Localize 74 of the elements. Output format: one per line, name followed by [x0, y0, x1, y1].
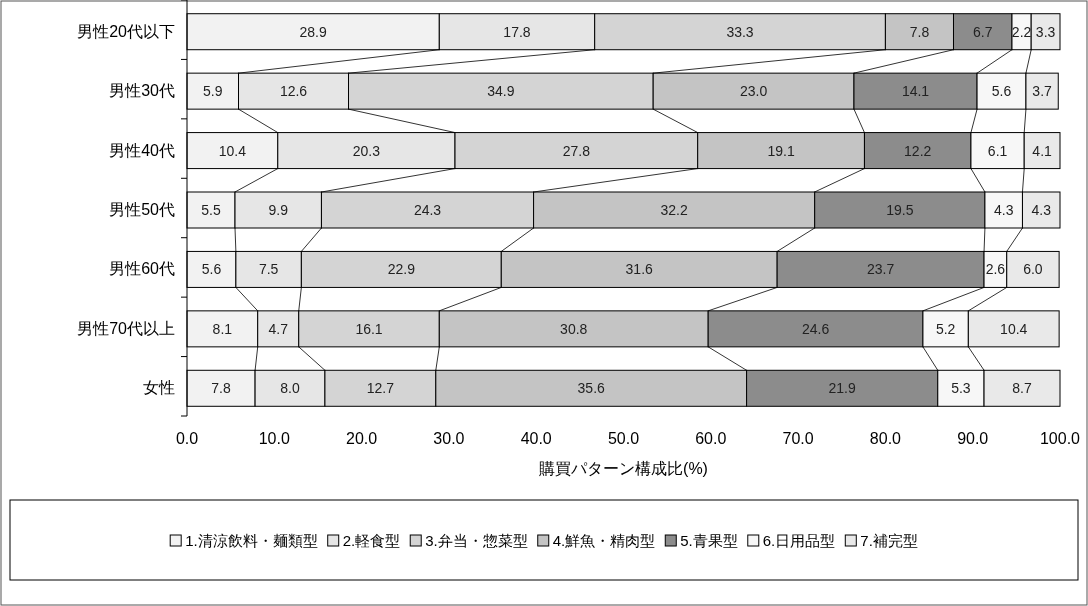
data-label: 6.7 [973, 23, 993, 40]
data-label: 33.3 [726, 23, 754, 40]
data-label: 22.9 [387, 261, 416, 278]
data-label: 4.1 [1032, 142, 1053, 159]
data-label: 7.8 [211, 380, 231, 397]
data-label: 8.0 [280, 380, 300, 397]
data-label: 32.2 [660, 202, 688, 218]
x-tick-label: 90.0 [957, 430, 989, 447]
data-label: 7.5 [258, 261, 279, 278]
legend-label: 5.青果型 [680, 532, 738, 549]
x-tick-label: 10.0 [258, 430, 290, 447]
data-label: 12.7 [366, 380, 395, 397]
data-label: 2.6 [985, 261, 1006, 278]
data-label: 5.6 [201, 261, 222, 278]
x-tick-label: 50.0 [607, 430, 640, 447]
y-tick-label: 女性 [143, 379, 175, 397]
data-label: 5.6 [991, 83, 1012, 100]
data-label: 14.1 [901, 83, 930, 100]
data-label: 5.9 [203, 83, 223, 100]
x-tick-label: 40.0 [520, 430, 552, 447]
legend-label: 2.軽食型 [342, 532, 401, 549]
x-tick-label: 0.0 [175, 430, 199, 447]
data-label: 31.6 [625, 261, 654, 278]
data-label: 24.6 [801, 320, 830, 337]
data-label: 3.7 [1032, 83, 1053, 100]
data-label: 19.5 [886, 202, 914, 218]
data-label: 12.6 [279, 83, 308, 100]
data-label: 23.7 [866, 261, 895, 278]
data-label: 9.9 [268, 202, 289, 218]
y-tick-label: 男性30代 [109, 82, 175, 100]
data-label: 4.7 [268, 320, 289, 337]
data-label: 5.5 [201, 202, 221, 218]
data-label: 3.3 [1035, 23, 1056, 40]
data-label: 21.9 [828, 380, 857, 397]
x-tick-label: 100.0 [1039, 430, 1081, 447]
data-label: 10.4 [1000, 320, 1028, 337]
y-tick-label: 男性40代 [109, 141, 175, 159]
x-tick-label: 80.0 [869, 430, 902, 447]
data-label: 6.0 [1023, 261, 1043, 278]
data-label: 7.8 [909, 23, 930, 40]
y-tick-label: 男性60代 [109, 260, 175, 278]
data-label: 17.8 [503, 23, 531, 40]
data-label: 24.3 [413, 202, 442, 218]
data-label: 19.1 [767, 142, 795, 159]
data-label: 16.1 [355, 320, 383, 337]
y-tick-label: 男性20代以下 [77, 22, 175, 40]
x-tick-label: 30.0 [433, 430, 465, 447]
y-tick-label: 男性70代以上 [77, 319, 175, 337]
data-label: 8.1 [212, 320, 233, 337]
data-label: 35.6 [577, 380, 606, 397]
data-label: 27.8 [562, 142, 591, 159]
data-label: 23.0 [739, 83, 768, 100]
y-tick-label: 男性50代 [109, 201, 175, 218]
data-label: 34.9 [487, 83, 515, 100]
data-label: 5.3 [951, 380, 971, 397]
legend-label: 6.日用品型 [762, 532, 836, 549]
legend-label: 7.補完型 [860, 532, 918, 549]
data-label: 10.4 [218, 142, 247, 159]
x-tick-label: 20.0 [346, 430, 378, 447]
legend-label: 1.清涼飲料・麺類型 [185, 532, 318, 549]
data-label: 30.8 [560, 320, 588, 337]
data-label: 5.2 [935, 320, 956, 337]
legend-label: 4.鮮魚・精肉型 [552, 532, 656, 549]
x-tick-label: 70.0 [782, 430, 814, 447]
x-axis-title: 購買パターン構成比(%) [539, 460, 708, 477]
legend-label: 3.弁当・惣菜型 [425, 532, 528, 549]
data-label: 4.3 [1031, 202, 1052, 218]
data-label: 20.3 [352, 142, 381, 159]
data-label: 28.9 [299, 23, 327, 40]
data-label: 4.3 [993, 202, 1014, 218]
data-label: 12.2 [904, 142, 932, 159]
data-label: 8.7 [1012, 380, 1032, 397]
data-label: 6.1 [987, 142, 1008, 159]
x-tick-label: 60.0 [695, 430, 727, 447]
